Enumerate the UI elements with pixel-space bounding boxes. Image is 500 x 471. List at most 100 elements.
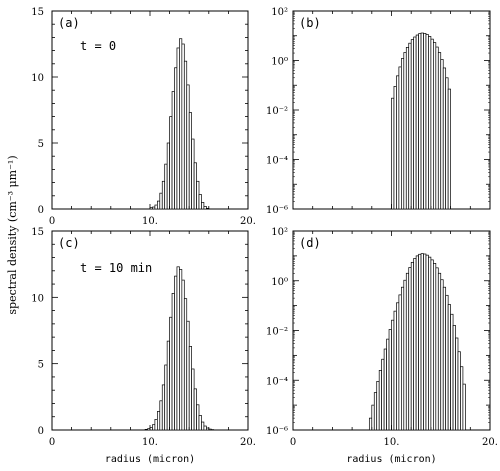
histogram-bar	[203, 425, 207, 431]
histogram-bar	[152, 206, 156, 210]
y-tick-label: 15	[31, 7, 44, 18]
y-tick-label: 10⁻²	[266, 106, 288, 117]
histogram-bar	[420, 32, 424, 210]
histogram-bar	[164, 163, 168, 210]
histogram-bar	[371, 404, 375, 431]
chart-panel-4: 0 10. 20. 10⁻⁶ 10⁻⁴ 10⁻² 10⁰ 10² (d) radius (micr…	[266, 227, 498, 465]
histogram-bar	[447, 88, 451, 210]
y-tick-label: 10⁻⁴	[266, 376, 288, 387]
histogram-bar	[154, 204, 158, 210]
histogram-bar	[403, 279, 407, 431]
y-tick-label: 10	[31, 73, 44, 84]
histogram-bar	[433, 263, 437, 431]
x-tick-label: 0	[49, 216, 55, 227]
y-tick-label: 10²	[271, 7, 288, 18]
histogram-bar	[415, 255, 419, 431]
histogram-bar	[196, 180, 200, 210]
histogram-bar	[408, 267, 412, 431]
histogram-bar	[423, 33, 427, 210]
histogram-bar	[396, 75, 400, 210]
histogram-bar	[445, 294, 449, 431]
x-tick-label: 10.	[142, 437, 158, 448]
x-tick-label: 20.	[240, 437, 256, 448]
histogram-bar	[452, 325, 456, 431]
histogram-bar	[198, 194, 202, 210]
histogram-bar	[193, 388, 197, 431]
histogram-bar	[391, 97, 395, 210]
panel-label: (b)	[299, 16, 321, 30]
histogram-bar	[396, 302, 400, 431]
histogram-bar	[401, 286, 405, 431]
histogram-bar	[405, 46, 410, 210]
histogram-bar	[196, 404, 200, 431]
histogram-bar	[430, 259, 434, 431]
histogram-bar	[181, 43, 185, 210]
histogram-bar	[159, 192, 163, 210]
histogram-bar	[442, 286, 447, 431]
histogram-bar	[183, 60, 188, 210]
histogram-bar	[398, 66, 402, 210]
histogram-bar	[410, 39, 415, 210]
histogram-bar	[171, 293, 175, 431]
y-tick-label: 15	[31, 227, 44, 238]
histogram-bar	[171, 91, 175, 210]
y-axis-label: spectral density (cm⁻³ μm⁻¹)	[6, 155, 19, 314]
histogram-bar	[425, 254, 429, 431]
histogram-bar	[179, 269, 183, 431]
histogram-bar	[460, 366, 464, 431]
histogram-bar	[437, 52, 442, 210]
histogram-bar	[157, 200, 161, 210]
histogram-bar	[450, 313, 454, 431]
time-annotation: t = 0	[80, 39, 116, 53]
histogram-bar	[403, 52, 407, 210]
histogram-bar	[445, 77, 449, 210]
y-tick-label: 5	[38, 139, 44, 150]
histogram-bar	[144, 428, 148, 431]
x-tick-label: 0	[49, 437, 55, 448]
x-axis-label: radius (micron)	[105, 454, 195, 465]
histogram-bar	[191, 368, 195, 431]
histogram-bar	[154, 419, 158, 431]
histogram-bar	[198, 415, 202, 431]
y-tick-label: 10⁻²	[266, 327, 288, 338]
histogram-bar	[391, 319, 395, 431]
histogram-bar	[440, 279, 444, 431]
histogram-bar	[164, 364, 168, 431]
histogram-bar	[433, 42, 437, 210]
histogram-bar	[203, 206, 207, 210]
histogram-bar	[410, 261, 415, 431]
x-axis-label: radius (micron)	[346, 454, 436, 465]
histogram-bar	[181, 279, 185, 431]
x-tick-label: 20.	[482, 437, 498, 448]
histogram-bar	[413, 36, 417, 210]
histogram-bar	[378, 370, 382, 431]
histogram-bar	[425, 34, 429, 210]
histogram-bar	[435, 46, 439, 210]
histogram-bar	[201, 202, 205, 210]
histogram-bar	[157, 411, 161, 431]
y-tick-label: 10⁻⁶	[266, 426, 288, 437]
histogram-bar	[201, 421, 205, 431]
y-tick-label: 0	[38, 426, 44, 437]
histogram-bar	[179, 38, 183, 210]
histogram-bar	[393, 310, 397, 431]
histogram-bar	[435, 267, 439, 431]
histogram-bar	[388, 329, 392, 431]
histogram-bar	[186, 320, 190, 431]
histogram-bar	[191, 138, 195, 210]
histogram-bar	[428, 256, 432, 431]
panel-label: (c)	[58, 236, 80, 250]
histogram-bar	[159, 400, 163, 431]
histogram-bar	[386, 338, 390, 431]
histogram-bar	[183, 298, 188, 431]
histogram-bar	[428, 36, 432, 210]
histogram-bar	[455, 337, 459, 431]
x-tick-label: 10.	[142, 216, 158, 227]
time-annotation: t = 10 min	[80, 261, 152, 275]
histogram-bar	[440, 59, 444, 210]
x-tick-label: 20.	[240, 216, 256, 227]
histogram-bar	[176, 266, 180, 431]
y-tick-label: 10²	[271, 227, 288, 238]
histogram-bar	[442, 67, 447, 210]
